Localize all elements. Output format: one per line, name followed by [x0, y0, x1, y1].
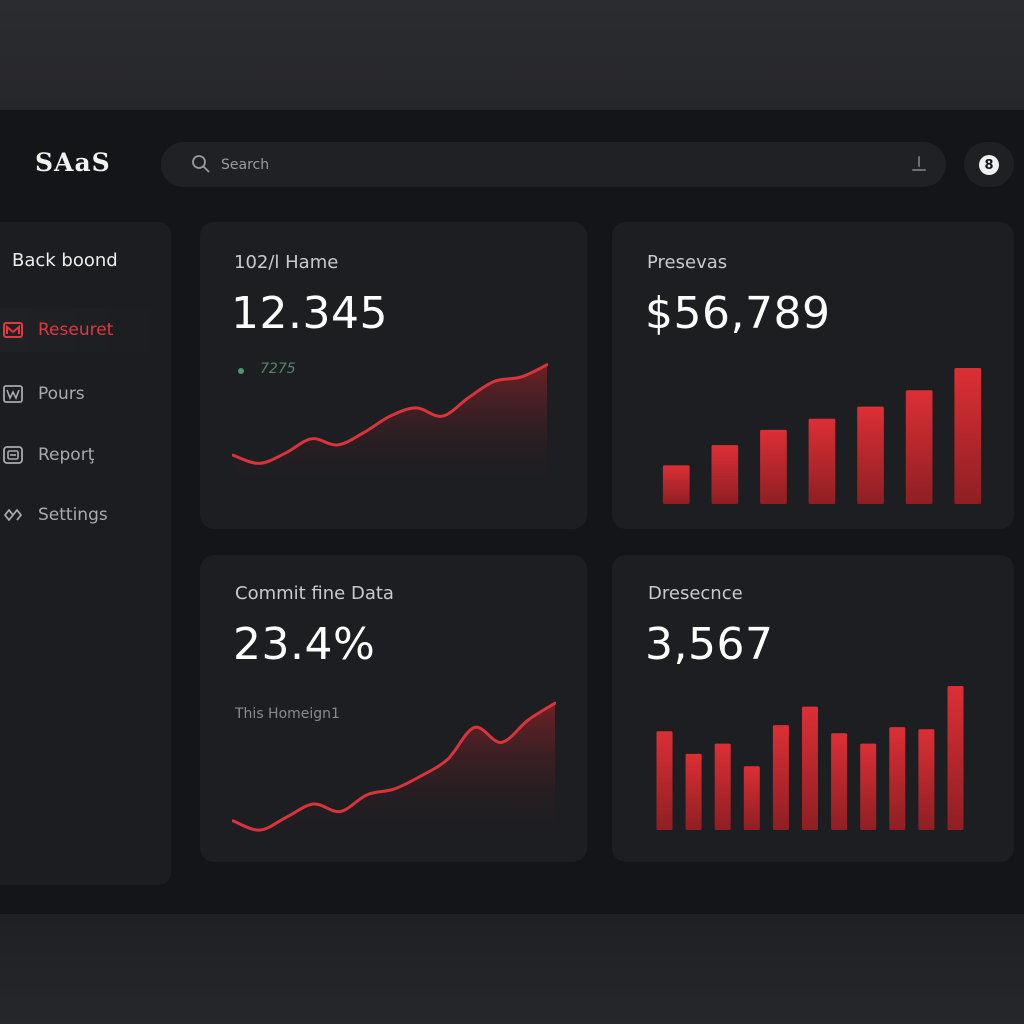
card-value: 23.4%	[233, 619, 376, 670]
chart-bar	[831, 733, 848, 830]
chart-bar	[772, 725, 789, 830]
card-label: Dresecnce	[648, 583, 743, 604]
chart-bar	[918, 729, 935, 830]
chart-bar	[656, 731, 673, 830]
chart-bar	[711, 445, 739, 504]
chart-bar	[743, 766, 760, 830]
line-chart	[232, 363, 548, 492]
sidebar-item-settings[interactable]: Settings	[0, 493, 171, 537]
dashboard-window: SAaS 8 Back boond Reseuret P	[0, 110, 1024, 914]
sidebar-item-label: Pours	[38, 384, 85, 404]
card-subtext: This Homeign1	[235, 706, 340, 722]
chart-series-line	[232, 363, 548, 465]
sidebar: Back boond Reseuret Pours Reporţ	[0, 222, 171, 885]
card-label: 102/l Hame	[234, 252, 339, 273]
bottom-backdrop	[0, 914, 1024, 1024]
trend-dot	[238, 368, 244, 374]
sidebar-item-reseuret[interactable]: Reseuret	[0, 308, 171, 352]
chart-series-line	[232, 701, 556, 832]
chart-bar	[662, 465, 690, 504]
bar-chart	[656, 686, 964, 830]
chart-bar	[860, 743, 877, 830]
sidebar-item-pours[interactable]: Pours	[0, 372, 171, 416]
sidebar-item-label: Settings	[38, 505, 108, 525]
profile-badge: 8	[979, 155, 999, 175]
sidebar-item-label: Reseuret	[38, 320, 114, 340]
top-backdrop	[0, 0, 1024, 110]
metric-card-presevas[interactable]: Presevas $56,789	[612, 222, 1014, 529]
search-input[interactable]	[221, 142, 861, 187]
chart-bar	[685, 753, 702, 830]
metric-card-commit[interactable]: Commit fine Data 23.4% This Homeign1	[200, 555, 587, 862]
chart-bar	[714, 743, 731, 830]
microphone-icon[interactable]	[912, 155, 926, 173]
sidebar-item-report[interactable]: Reporţ	[0, 433, 171, 477]
chart-bar	[802, 706, 818, 830]
search-icon	[192, 155, 210, 173]
settings-icon	[4, 509, 22, 521]
card-value: 12.345	[231, 288, 388, 339]
report-icon	[3, 446, 23, 464]
chart-bar	[760, 429, 787, 504]
line-chart	[232, 701, 556, 840]
card-value: 3,567	[645, 619, 774, 670]
app-logo: SAaS	[35, 148, 111, 177]
card-label: Commit fine Data	[235, 583, 394, 604]
sidebar-item-label: Reporţ	[38, 445, 95, 465]
card-value: $56,789	[645, 288, 831, 339]
chart-box-icon	[3, 385, 23, 403]
search-bar[interactable]	[161, 142, 946, 187]
card-subvalue: 7275	[260, 361, 296, 377]
chart-area-fill	[233, 703, 555, 840]
sidebar-title: Back boond	[12, 250, 118, 271]
chart-bar	[889, 727, 906, 830]
metric-card-dresecnce[interactable]: Dresecnce 3,567	[612, 555, 1014, 862]
card-label: Presevas	[647, 252, 728, 273]
chart-bar	[905, 390, 933, 504]
chart-bar	[808, 418, 836, 504]
mail-icon	[3, 322, 23, 338]
chart-bar	[857, 406, 884, 504]
chart-area-fill	[233, 364, 547, 492]
metric-card-home[interactable]: 102/l Hame 12.345 7275	[200, 222, 587, 529]
chart-bar	[947, 686, 964, 830]
bar-chart	[662, 368, 982, 504]
profile-button[interactable]: 8	[964, 142, 1014, 187]
chart-bar	[954, 368, 982, 504]
